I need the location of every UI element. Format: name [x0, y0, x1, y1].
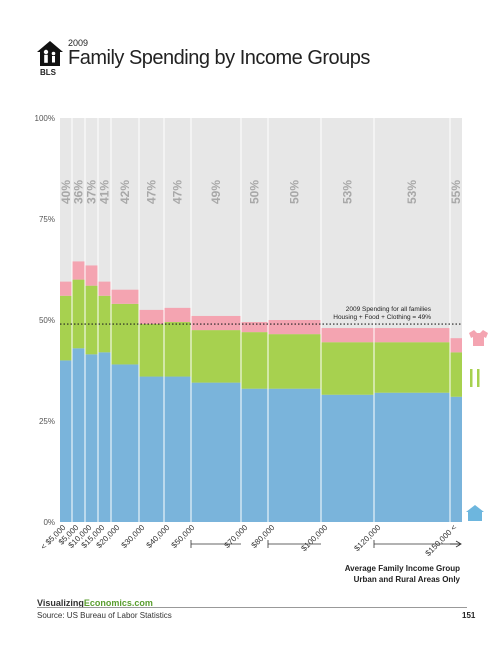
group-percent-label: 40%: [59, 180, 73, 204]
house-icon: [466, 505, 484, 521]
bar-clothing: [241, 322, 268, 333]
reference-label-line-1: 2009 Spending for all families: [346, 306, 432, 313]
bar-housing: [191, 382, 241, 522]
y-tick-label: 100%: [35, 114, 55, 123]
x-tick-label: $120,000: [352, 523, 382, 553]
bar-housing: [321, 394, 374, 522]
bar-housing: [85, 354, 98, 522]
y-tick-label: 50%: [39, 316, 55, 325]
bar-clothing: [268, 320, 321, 335]
bar-housing: [374, 392, 450, 522]
x-caption-line-2: Urban and Rural Areas Only: [353, 575, 460, 584]
group-percent-label: 53%: [341, 180, 355, 204]
x-tick-label: $50,000: [170, 523, 197, 550]
bar-clothing: [450, 338, 462, 353]
chart-title: Family Spending by Income Groups: [68, 47, 370, 69]
bar-food: [85, 285, 98, 355]
bar-clothing: [374, 328, 450, 343]
bar-housing: [60, 360, 72, 522]
bar-food: [321, 342, 374, 395]
group-percent-label: 42%: [118, 180, 132, 204]
family-house-icon: [37, 41, 63, 66]
footer-site-suffix: Economics.com: [83, 598, 153, 608]
group-percent-label: 47%: [145, 180, 159, 204]
bar-food: [191, 330, 241, 383]
group-percent-label: 37%: [85, 180, 99, 204]
bar-food: [241, 332, 268, 389]
bar-clothing: [85, 265, 98, 286]
bar-housing: [450, 396, 462, 522]
x-tick-label: $150,000 <: [424, 523, 459, 558]
x-tick-label: $40,000: [145, 523, 172, 550]
bar-clothing: [72, 261, 85, 280]
group-percent-label: 47%: [171, 180, 185, 204]
x-tick-label: $80,000: [250, 523, 277, 550]
y-tick-label: 0%: [43, 518, 55, 527]
footer-site-prefix: Visualizing: [37, 598, 84, 608]
footer-site: VisualizingEconomics.com: [37, 598, 153, 608]
bar-food: [60, 295, 72, 361]
bar-clothing: [98, 281, 111, 296]
x-tick-label: $30,000: [120, 523, 147, 550]
group-percent-label: 50%: [248, 180, 262, 204]
bar-clothing: [191, 315, 241, 331]
y-tick-label: 25%: [39, 417, 55, 426]
page-number: 151: [462, 611, 476, 620]
group-percent-label: 53%: [405, 180, 419, 204]
bar-food: [111, 303, 139, 365]
bar-food: [268, 334, 321, 389]
bar-food: [139, 324, 164, 377]
shirt-icon: [469, 330, 488, 346]
bar-food: [164, 322, 191, 377]
bar-food: [450, 352, 462, 397]
y-tick-label: 75%: [39, 215, 55, 224]
fork-knife-icon: [477, 369, 480, 387]
x-axis-caption: Average Family Income Group Urban and Ru…: [345, 563, 460, 585]
bar-clothing: [164, 307, 191, 323]
fork-knife-icon: [470, 369, 473, 387]
group-percent-label: 50%: [288, 180, 302, 204]
bar-housing: [72, 348, 85, 522]
bar-housing: [268, 388, 321, 522]
group-percent-label: 55%: [449, 180, 463, 204]
x-tick-label: $100,000: [299, 523, 329, 553]
bar-housing: [139, 376, 164, 522]
group-percent-label: 36%: [72, 180, 86, 204]
x-tick-label: $70,000: [223, 523, 250, 550]
bar-clothing: [60, 281, 72, 296]
bar-food: [72, 279, 85, 349]
chart-year: 2009: [68, 38, 89, 48]
bar-food: [98, 295, 111, 353]
footer-source: Source: US Bureau of Labor Statistics: [37, 611, 172, 620]
bar-clothing: [321, 328, 374, 343]
reference-label-line-2: Housing + Food + Clothing = 49%: [333, 314, 431, 321]
bar-clothing: [139, 309, 164, 325]
bar-housing: [111, 364, 139, 522]
range-arrow: [450, 540, 462, 548]
group-percent-label: 49%: [209, 180, 223, 204]
bar-food: [374, 342, 450, 393]
logo-text: BLS: [40, 68, 56, 77]
bar-housing: [164, 376, 191, 522]
bar-housing: [241, 388, 268, 522]
bar-clothing: [111, 289, 139, 304]
footer-divider: [37, 607, 467, 608]
group-percent-label: 41%: [98, 180, 112, 204]
bar-housing: [98, 352, 111, 522]
x-caption-line-1: Average Family Income Group: [344, 564, 460, 573]
